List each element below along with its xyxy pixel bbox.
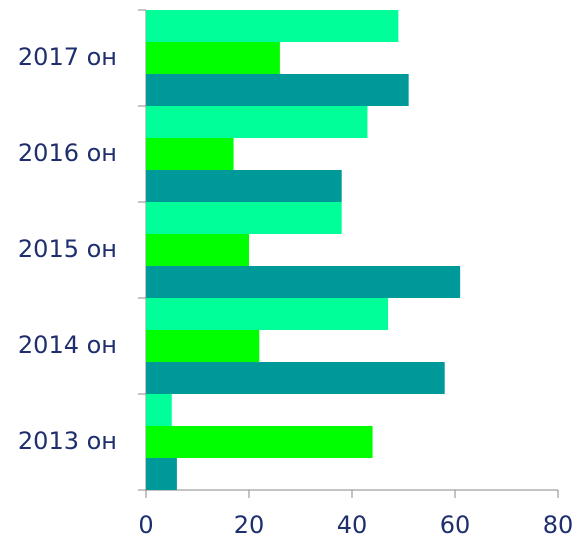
bar xyxy=(146,330,260,362)
x-tick-label: 20 xyxy=(234,511,265,539)
y-tick-label: 2015 он xyxy=(18,235,117,263)
y-tick-label: 2016 он xyxy=(18,139,117,167)
bar xyxy=(146,362,445,394)
bar xyxy=(146,74,409,106)
x-tick-label: 80 xyxy=(543,511,574,539)
bar xyxy=(146,42,280,74)
bar xyxy=(146,266,461,298)
y-tick-label: 2014 он xyxy=(18,331,117,359)
bar xyxy=(146,298,389,330)
bar xyxy=(146,426,373,458)
bar xyxy=(146,202,342,234)
bar xyxy=(146,234,249,266)
bar xyxy=(146,170,342,202)
bar xyxy=(146,138,234,170)
bar xyxy=(146,458,177,490)
bar xyxy=(146,10,399,42)
bar xyxy=(146,394,172,426)
y-tick-label: 2013 он xyxy=(18,427,117,455)
bar xyxy=(146,106,368,138)
x-tick-label: 40 xyxy=(337,511,368,539)
x-tick-label: 0 xyxy=(138,511,153,539)
x-tick-label: 60 xyxy=(440,511,471,539)
y-tick-label: 2017 он xyxy=(18,43,117,71)
